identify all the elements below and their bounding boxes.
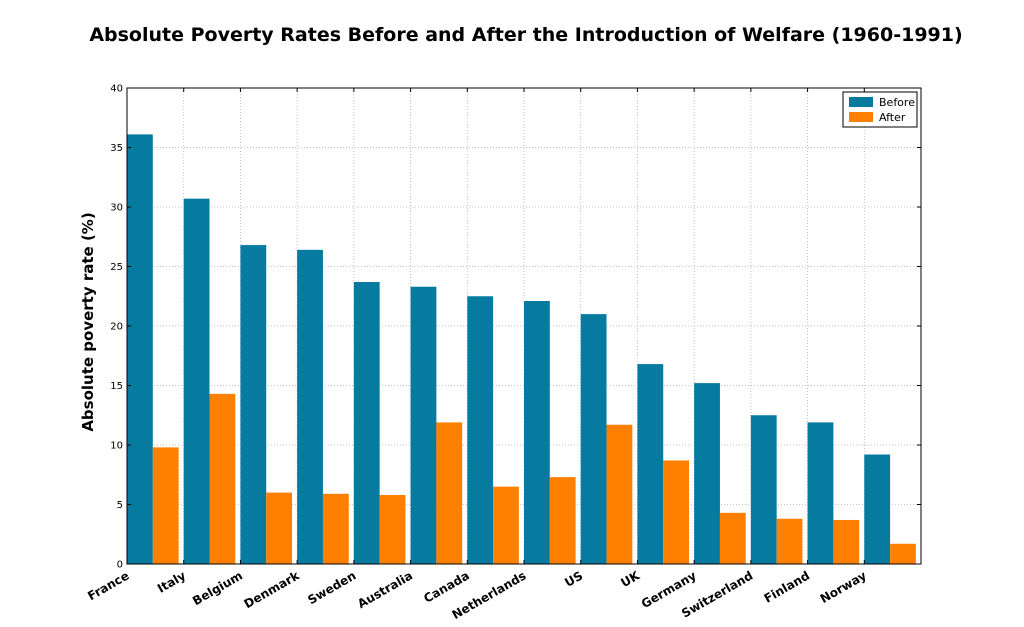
bar-after-belgium	[266, 492, 293, 564]
bar-after-germany	[719, 512, 746, 564]
bar-before-norway	[864, 454, 891, 564]
bar-before-france	[127, 134, 153, 564]
chart-title: Absolute Poverty Rates Before and After …	[89, 24, 962, 46]
bar-after-denmark	[322, 493, 349, 564]
x-tick-label: Italy	[155, 568, 188, 595]
legend-label-after: After	[879, 111, 906, 124]
y-tick-label: 20	[110, 322, 123, 333]
legend-label-before: Before	[879, 96, 915, 109]
bar-before-italy	[183, 198, 210, 565]
bar-after-australia	[436, 422, 463, 564]
y-tick-label: 40	[110, 84, 123, 95]
bar-after-norway	[890, 543, 916, 564]
bar-after-finland	[833, 519, 860, 564]
x-tick-label: Sweden	[305, 568, 358, 607]
x-tick-label: UK	[618, 568, 642, 590]
x-tick-label: Denmark	[242, 568, 303, 611]
y-tick-label: 10	[110, 441, 123, 452]
bar-before-netherlands	[524, 301, 550, 564]
bar-after-sweden	[379, 494, 406, 564]
y-tick-label: 15	[110, 381, 123, 392]
bar-before-denmark	[297, 249, 323, 564]
bar-before-switzerland	[750, 415, 777, 564]
bar-before-australia	[410, 286, 437, 564]
x-tick-label: US	[562, 568, 585, 589]
y-tick-label: 0	[117, 560, 123, 571]
x-tick-label: Australia	[355, 568, 415, 611]
x-tick-label: Canada	[421, 568, 472, 605]
bar-before-canada	[467, 296, 494, 564]
bar-after-canada	[493, 486, 519, 564]
bar-after-france	[152, 447, 179, 564]
y-axis-label: Absolute poverty rate (%)	[79, 212, 97, 431]
bars	[127, 134, 916, 565]
bar-before-finland	[807, 422, 834, 564]
bar-after-netherlands	[549, 477, 576, 564]
y-tick-label: 25	[110, 262, 123, 273]
bar-before-belgium	[240, 245, 267, 564]
bar-after-uk	[663, 460, 690, 564]
bar-before-uk	[637, 364, 664, 564]
y-tick-label: 30	[110, 203, 123, 214]
bar-before-us	[580, 314, 607, 564]
bar-after-us	[606, 424, 633, 564]
x-tick-label: France	[85, 568, 131, 603]
bar-before-germany	[694, 383, 720, 564]
x-tick-label: Norway	[818, 568, 869, 606]
legend-swatch-before	[849, 97, 873, 107]
legend-swatch-after	[849, 112, 873, 122]
x-tick-label: Finland	[762, 568, 812, 605]
bar-before-sweden	[353, 281, 380, 564]
legend: Before After	[842, 91, 918, 128]
bar-after-italy	[209, 393, 236, 564]
x-tick-label: Belgium	[190, 568, 245, 608]
y-tick-label: 5	[117, 500, 123, 511]
y-tick-label: 35	[110, 143, 123, 154]
bar-after-switzerland	[776, 518, 803, 564]
